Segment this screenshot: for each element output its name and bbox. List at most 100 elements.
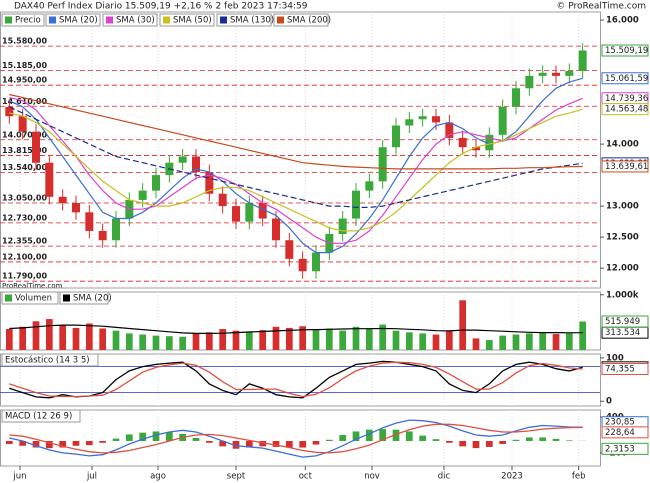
candle-body	[485, 134, 494, 151]
macd-histogram-bar	[566, 440, 573, 441]
legend-swatch	[63, 294, 70, 302]
level-label: 13.540,00	[2, 163, 47, 172]
macd-histogram-bar	[486, 440, 493, 447]
candle-body	[245, 203, 254, 222]
panel-frame	[0, 409, 601, 467]
oscillator-line	[9, 360, 583, 399]
macd-histogram-bar	[232, 440, 240, 449]
volume-bar	[526, 333, 533, 350]
volume-bar	[459, 300, 466, 350]
candle-body	[205, 172, 214, 194]
panel-title-bg	[1, 409, 81, 423]
volume-bar	[366, 329, 373, 350]
volume-bar	[152, 335, 160, 350]
volume-bar	[379, 324, 386, 350]
candle-body	[445, 122, 454, 138]
watermark: ProRealTime.com	[2, 282, 63, 290]
chart-title: DAX40 Perf Index Diario 15.509,19 +2,16 …	[14, 2, 308, 12]
value-box	[601, 103, 649, 116]
panel-title: MACD (12 26 9)	[5, 412, 72, 422]
level-label: 15.580,00	[2, 37, 47, 46]
level-label: 13.050,00	[2, 194, 47, 203]
panel-title-bg	[1, 353, 99, 367]
value-box-label: 74,355	[605, 365, 635, 375]
y-tick-label: 0	[606, 397, 612, 407]
candle-body	[85, 212, 94, 231]
y-tick-label: 12.500	[606, 233, 639, 243]
candle-body	[232, 206, 240, 222]
candle-body	[352, 190, 360, 219]
y-tick-label: 100	[606, 353, 624, 363]
legend-label: Precio	[15, 16, 41, 26]
x-tick-label: nov	[364, 472, 380, 482]
legend-swatch	[220, 16, 227, 24]
value-box-label: 15.061,59	[605, 74, 648, 84]
value-box-label: 14.563,48	[605, 105, 648, 115]
candle-body	[152, 175, 160, 191]
value-box	[601, 363, 649, 376]
macd-histogram-bar	[499, 440, 506, 444]
macd-histogram-bar	[419, 435, 426, 441]
volume-bar	[99, 328, 106, 350]
macd-histogram-bar	[139, 432, 146, 441]
legend-chip	[216, 13, 272, 27]
legend-chip	[102, 13, 158, 27]
volume-bar	[86, 323, 93, 350]
value-box-label: 515.949	[605, 317, 640, 327]
volume-bar	[299, 326, 306, 350]
level-label: 12.730,00	[2, 213, 47, 222]
candle-body	[525, 75, 534, 89]
macd-histogram-bar	[59, 440, 66, 448]
x-tick-label: dic	[438, 472, 451, 482]
macd-histogram-bar	[206, 440, 213, 443]
macd-histogram-bar	[219, 440, 226, 447]
macd-histogram-bar	[326, 439, 333, 441]
macd-histogram-bar	[6, 440, 13, 444]
x-tick-label: 2023	[501, 472, 523, 482]
volume-bar	[406, 332, 413, 350]
legend-swatch	[5, 294, 12, 302]
volume-bar	[352, 326, 360, 350]
macd-histogram-bar	[366, 429, 373, 441]
volume-bar	[419, 333, 426, 350]
level-label: 11.790,00	[2, 272, 47, 281]
legend-swatch	[49, 16, 56, 24]
candle-body	[192, 156, 200, 173]
candle-body	[112, 218, 120, 241]
y-tick-label: 16.000	[606, 16, 639, 26]
volume-bar	[19, 326, 26, 350]
macd-histogram-bar	[259, 440, 266, 447]
volume-bar	[272, 326, 280, 350]
source: © ProRealTime.com	[556, 2, 646, 12]
candle-body	[72, 203, 80, 213]
value-box-label: 230,85	[605, 418, 635, 428]
y-tick-label: 12.000	[606, 264, 639, 274]
panel-frame	[0, 11, 601, 289]
value-box	[601, 315, 649, 328]
candle-body	[32, 131, 40, 163]
candle-body	[432, 116, 440, 123]
macd-histogram-bar	[472, 440, 480, 449]
volume-bar	[432, 334, 440, 350]
volume-bar	[499, 335, 506, 350]
x-tick-label: sept	[227, 472, 246, 482]
legend-swatch	[277, 16, 284, 24]
legend-chip	[1, 13, 45, 27]
candle-body	[285, 240, 294, 259]
volume-bar	[539, 332, 546, 350]
value-box	[601, 72, 649, 85]
macd-histogram-bar	[312, 440, 320, 445]
sma-line	[9, 77, 583, 254]
macd-histogram-bar	[392, 429, 400, 441]
volume-bar	[486, 340, 493, 350]
candle-body	[45, 162, 54, 197]
value-box-label: 313.534	[605, 328, 640, 338]
macd-histogram-bar	[526, 437, 533, 441]
candle-body	[272, 218, 280, 241]
x-tick-label: feb	[572, 472, 586, 482]
macd-histogram-bar	[406, 431, 413, 441]
legend-swatch	[106, 16, 113, 24]
candle-body	[218, 193, 227, 207]
candle-body	[392, 125, 400, 148]
value-box-label: 14.739,36	[605, 94, 648, 104]
